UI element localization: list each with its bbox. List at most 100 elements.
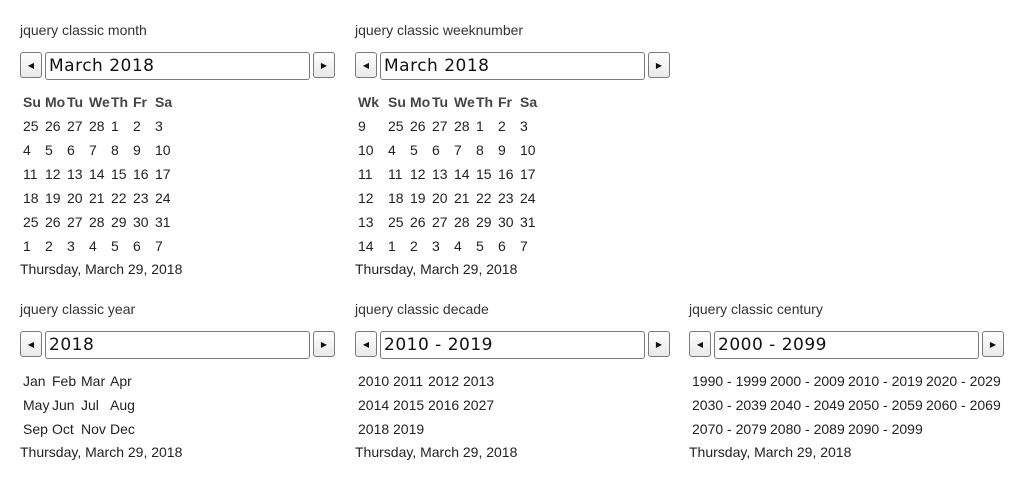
day-cell[interactable]: 27: [67, 214, 83, 230]
day-cell[interactable]: 7: [520, 238, 528, 254]
day-cell[interactable]: 16: [133, 166, 149, 182]
day-cell[interactable]: 28: [454, 118, 470, 134]
day-cell[interactable]: 25: [23, 118, 39, 134]
day-cell[interactable]: 23: [498, 190, 514, 206]
day-cell[interactable]: 21: [454, 190, 470, 206]
day-cell[interactable]: 6: [498, 238, 506, 254]
day-cell[interactable]: 3: [432, 238, 440, 254]
day-cell[interactable]: 12: [45, 166, 61, 182]
day-cell[interactable]: 9: [133, 142, 141, 158]
month-cell[interactable]: Mar: [81, 373, 106, 389]
decade-cell[interactable]: 2000 - 2009: [770, 373, 845, 389]
year-cell[interactable]: 2010: [358, 373, 390, 389]
month-cell[interactable]: Jun: [52, 397, 75, 413]
day-cell[interactable]: 1: [476, 118, 484, 134]
day-cell[interactable]: 4: [23, 142, 31, 158]
day-cell[interactable]: 2: [45, 238, 53, 254]
month-cell[interactable]: Jul: [81, 397, 99, 413]
day-cell[interactable]: 20: [432, 190, 448, 206]
day-cell[interactable]: 3: [520, 118, 528, 134]
day-cell[interactable]: 24: [520, 190, 536, 206]
day-cell[interactable]: 29: [476, 214, 492, 230]
day-cell[interactable]: 14: [454, 166, 470, 182]
day-cell[interactable]: 9: [498, 142, 506, 158]
day-cell[interactable]: 26: [45, 214, 61, 230]
next-month-button[interactable]: ▶: [313, 52, 335, 78]
day-cell[interactable]: 15: [476, 166, 492, 182]
month-cell[interactable]: Oct: [52, 421, 74, 437]
prev-month-button[interactable]: ◀: [20, 52, 42, 78]
day-cell[interactable]: 22: [476, 190, 492, 206]
year-cell[interactable]: 2011: [393, 373, 424, 389]
decade-cell[interactable]: 2030 - 2039: [692, 397, 767, 413]
day-cell[interactable]: 13: [432, 166, 448, 182]
decade-cell[interactable]: 2080 - 2089: [770, 421, 845, 437]
day-cell[interactable]: 7: [89, 142, 97, 158]
day-cell[interactable]: 28: [454, 214, 470, 230]
decade-cell[interactable]: 2040 - 2049: [770, 397, 845, 413]
decade-input[interactable]: 2010 - 2019: [380, 331, 645, 359]
day-cell[interactable]: 10: [155, 142, 171, 158]
day-cell[interactable]: 25: [388, 118, 404, 134]
day-cell[interactable]: 20: [67, 190, 83, 206]
day-cell[interactable]: 18: [23, 190, 39, 206]
day-cell[interactable]: 11: [23, 166, 38, 182]
day-cell[interactable]: 24: [155, 190, 171, 206]
month-cell[interactable]: Dec: [110, 421, 135, 437]
day-cell[interactable]: 23: [133, 190, 149, 206]
day-cell[interactable]: 8: [111, 142, 119, 158]
year-cell[interactable]: 2012: [428, 373, 460, 389]
day-cell[interactable]: 7: [155, 238, 163, 254]
day-cell[interactable]: 25: [23, 214, 39, 230]
day-cell[interactable]: 27: [432, 118, 448, 134]
day-cell[interactable]: 3: [155, 118, 163, 134]
day-cell[interactable]: 18: [388, 190, 404, 206]
day-cell[interactable]: 27: [432, 214, 448, 230]
day-cell[interactable]: 1: [388, 238, 396, 254]
next-century-button[interactable]: ▶: [982, 331, 1004, 357]
day-cell[interactable]: 5: [410, 142, 418, 158]
day-cell[interactable]: 3: [67, 238, 75, 254]
day-cell[interactable]: 22: [111, 190, 127, 206]
month-cell[interactable]: Sep: [23, 421, 48, 437]
year-cell[interactable]: 2013: [463, 373, 495, 389]
day-cell[interactable]: 27: [67, 118, 83, 134]
month-cell[interactable]: Apr: [110, 373, 132, 389]
day-cell[interactable]: 26: [410, 118, 426, 134]
day-cell[interactable]: 2: [410, 238, 418, 254]
day-cell[interactable]: 25: [388, 214, 404, 230]
year-input[interactable]: 2018: [45, 331, 310, 359]
day-cell[interactable]: 14: [89, 166, 105, 182]
next-year-button[interactable]: ▶: [313, 331, 335, 357]
day-cell[interactable]: 17: [155, 166, 171, 182]
prev-month-button[interactable]: ◀: [355, 52, 377, 78]
day-cell[interactable]: 4: [388, 142, 396, 158]
decade-cell[interactable]: 2070 - 2079: [692, 421, 767, 437]
day-cell[interactable]: 29: [111, 214, 127, 230]
next-decade-button[interactable]: ▶: [648, 331, 670, 357]
month-cell[interactable]: Aug: [110, 397, 135, 413]
day-cell[interactable]: 4: [454, 238, 462, 254]
day-cell[interactable]: 15: [111, 166, 127, 182]
day-cell[interactable]: 11: [388, 166, 403, 182]
month-cell[interactable]: Feb: [52, 373, 77, 389]
day-cell[interactable]: 19: [410, 190, 426, 206]
day-cell[interactable]: 19: [45, 190, 61, 206]
day-cell[interactable]: 2: [133, 118, 141, 134]
day-cell[interactable]: 17: [520, 166, 536, 182]
prev-year-button[interactable]: ◀: [20, 331, 42, 357]
year-cell[interactable]: 2016: [428, 397, 460, 413]
day-cell[interactable]: 16: [498, 166, 514, 182]
day-cell[interactable]: 30: [498, 214, 514, 230]
day-cell[interactable]: 30: [133, 214, 149, 230]
day-cell[interactable]: 5: [111, 238, 119, 254]
prev-decade-button[interactable]: ◀: [355, 331, 377, 357]
decade-cell[interactable]: 2010 - 2019: [848, 373, 923, 389]
day-cell[interactable]: 5: [476, 238, 484, 254]
day-cell[interactable]: 26: [45, 118, 61, 134]
month-cell[interactable]: Nov: [81, 421, 106, 437]
month-input[interactable]: March 2018: [45, 52, 310, 80]
day-cell[interactable]: 8: [476, 142, 484, 158]
decade-cell[interactable]: 2050 - 2059: [848, 397, 923, 413]
month-cell[interactable]: Jan: [23, 373, 46, 389]
